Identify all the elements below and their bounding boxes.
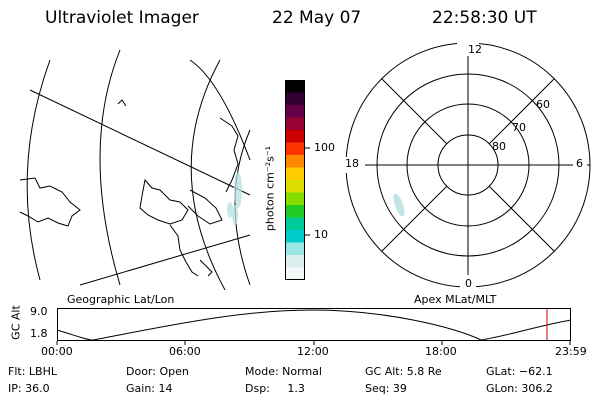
colorbar-stripe xyxy=(285,267,305,281)
colorbar-stripe xyxy=(285,230,305,243)
orbit-y-axis-title: GC Alt xyxy=(9,305,23,340)
aurora-patch xyxy=(393,193,405,217)
polar-plot xyxy=(343,42,591,289)
polar-diagonal xyxy=(488,78,555,145)
mlat-label-70: 70 xyxy=(512,121,526,134)
meridian-line xyxy=(79,234,251,286)
instrument-title: Ultraviolet Imager xyxy=(45,8,199,28)
colorbar-stripe xyxy=(285,155,305,168)
orbit-y-tick-max: 9.0 xyxy=(30,305,48,318)
seq-info: Seq: 39 xyxy=(365,382,407,395)
colorbar-stripe xyxy=(285,167,305,181)
mlt-label-18: 18 xyxy=(345,157,359,170)
landmass-outline xyxy=(19,177,81,227)
polar-diagonal xyxy=(488,185,555,252)
colorbar-stripe xyxy=(285,130,305,143)
orbit-x-tick: 23:59 xyxy=(555,345,587,358)
polar-diagonal xyxy=(381,185,448,252)
orbit-x-tick: 18:00 xyxy=(425,345,457,358)
colorbar-tick-label: 10 xyxy=(314,228,328,241)
aurora-patch xyxy=(232,205,238,225)
orbit-x-tick: 12:00 xyxy=(297,345,329,358)
dsp-info: Dsp: 1.3 xyxy=(245,382,305,395)
colorbar-stripe xyxy=(285,142,305,156)
orbit-altitude-plot xyxy=(56,308,572,345)
colorbar-tick-label: 100 xyxy=(314,141,335,154)
mlt-label-6: 6 xyxy=(576,157,583,170)
landmass-outline xyxy=(219,117,239,193)
latitude-arc xyxy=(26,59,51,281)
aurora-patch xyxy=(227,202,233,218)
time-label: 22:58:30 UT xyxy=(432,8,537,28)
orbit-altitude-curve xyxy=(56,309,572,341)
colorbar-stripe xyxy=(285,205,305,218)
mlt-label-0: 0 xyxy=(465,277,472,290)
glon-info: GLon: 306.2 xyxy=(486,382,553,395)
colorbar-stripe xyxy=(285,255,305,268)
landmass-outline xyxy=(199,259,213,277)
colorbar-stripe xyxy=(285,192,305,206)
aurora-patch xyxy=(234,172,242,208)
geographic-map xyxy=(19,49,251,290)
latitude-arc xyxy=(234,129,251,286)
geographic-caption: Geographic Lat/Lon xyxy=(67,293,175,306)
colorbar-stripe xyxy=(285,117,305,131)
colorbar-stripe xyxy=(285,242,305,256)
orbit-x-tick: 00:00 xyxy=(41,345,73,358)
landmass-outline xyxy=(169,224,199,277)
orbit-y-tick-min: 1.8 xyxy=(30,327,48,340)
ip-info: IP: 36.0 xyxy=(8,382,50,395)
landmass-outline xyxy=(117,99,127,107)
colorbar-stripe xyxy=(285,180,305,193)
apex-caption: Apex MLat/MLT xyxy=(414,293,497,306)
orbit-x-tick: 06:00 xyxy=(169,345,201,358)
meridian-line xyxy=(29,89,251,196)
filter-info: Flt: LBHL xyxy=(8,365,57,378)
gain-info: Gain: 14 xyxy=(126,382,173,395)
landmass-outline xyxy=(139,178,189,225)
gc-alt-info: GC Alt: 5.8 Re xyxy=(365,365,442,378)
colorbar-stripe xyxy=(285,217,305,231)
date-label: 22 May 07 xyxy=(272,8,362,28)
latitude-arc xyxy=(99,49,121,286)
colorbar-unit-label: photon cm⁻²s⁻¹ xyxy=(263,145,277,232)
colorbar-stripe xyxy=(285,105,305,118)
glat-info: GLat: −62.1 xyxy=(486,365,553,378)
colorbar xyxy=(285,80,310,281)
landmass-outline xyxy=(187,189,223,225)
door-info: Door: Open xyxy=(126,365,189,378)
mlat-label-60: 60 xyxy=(536,98,550,111)
colorbar-stripe xyxy=(285,92,305,106)
latitude-arc xyxy=(190,59,226,290)
meridian-line xyxy=(189,59,251,161)
polar-diagonal xyxy=(381,78,448,145)
mlat-label-80: 80 xyxy=(492,140,506,153)
mlt-label-12: 12 xyxy=(468,43,482,56)
mode-info: Mode: Normal xyxy=(245,365,322,378)
colorbar-stripe xyxy=(285,80,305,93)
